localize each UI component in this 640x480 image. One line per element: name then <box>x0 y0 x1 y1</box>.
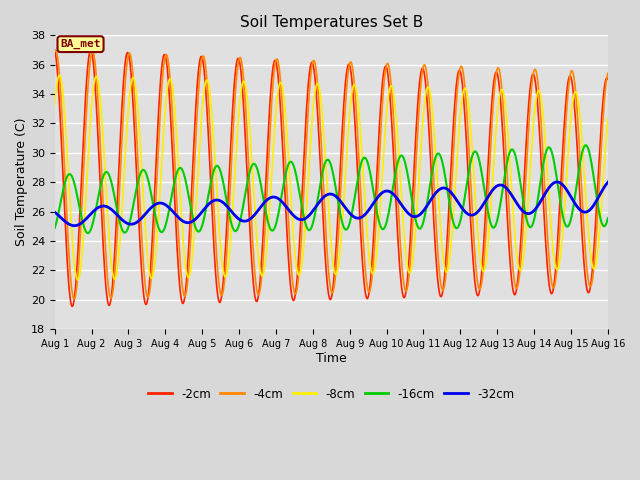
Text: BA_met: BA_met <box>60 39 100 49</box>
X-axis label: Time: Time <box>316 351 347 364</box>
Y-axis label: Soil Temperature (C): Soil Temperature (C) <box>15 118 28 246</box>
Legend: -2cm, -4cm, -8cm, -16cm, -32cm: -2cm, -4cm, -8cm, -16cm, -32cm <box>143 383 519 405</box>
Title: Soil Temperatures Set B: Soil Temperatures Set B <box>239 15 423 30</box>
